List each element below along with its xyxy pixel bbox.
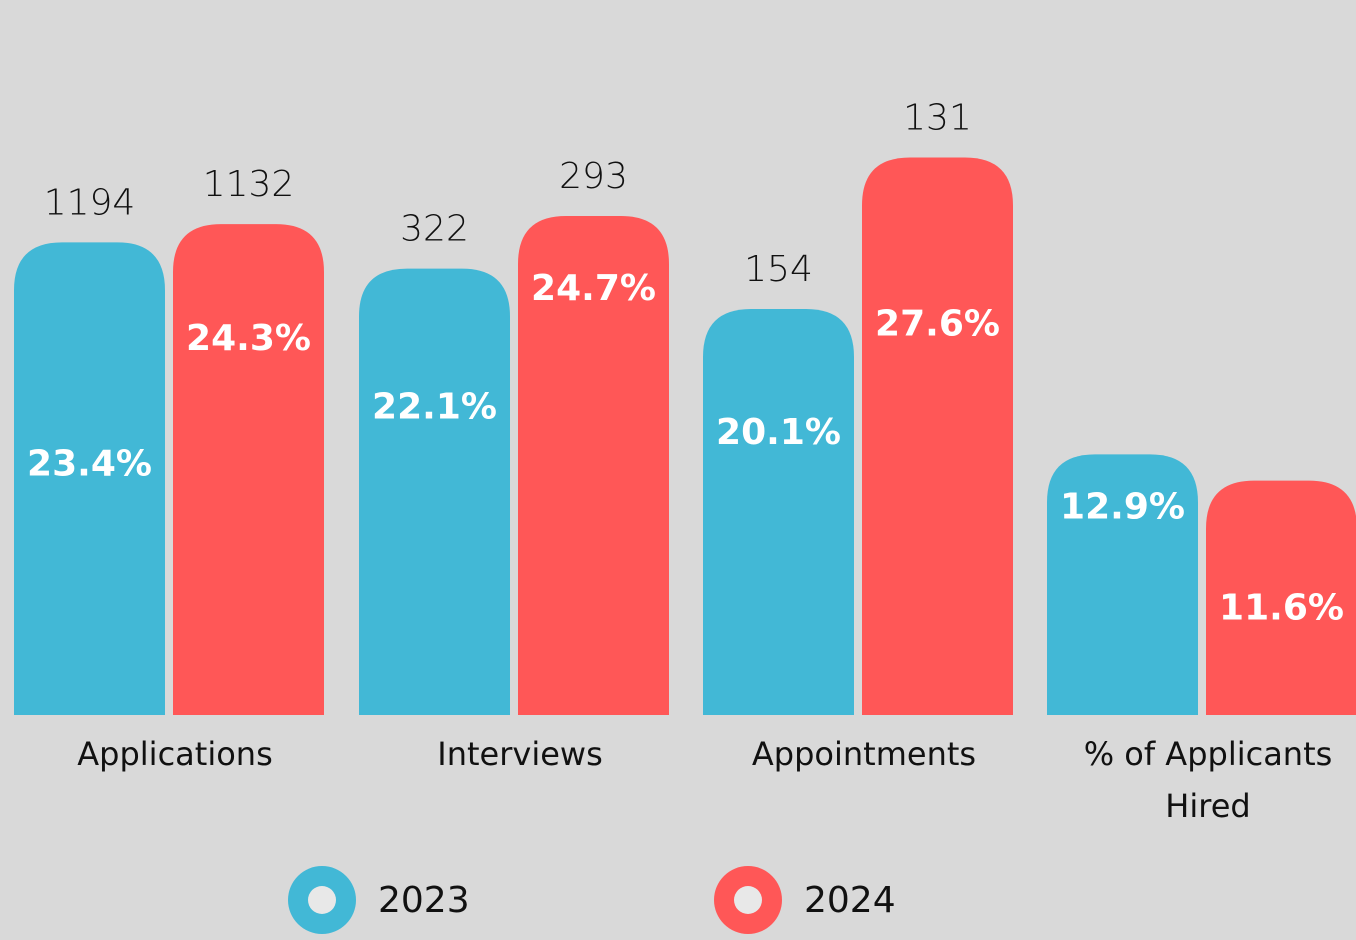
- legend-swatch-hole: [734, 886, 762, 914]
- value-label: 24.3%: [186, 318, 311, 359]
- count-label: 154: [744, 249, 813, 290]
- category-label: Applications: [77, 735, 273, 773]
- value-label: 27.6%: [875, 303, 1000, 344]
- legend-label: 2023: [378, 880, 470, 921]
- bar: [14, 242, 165, 715]
- count-label: 131: [903, 97, 972, 138]
- category-label: Interviews: [437, 735, 603, 773]
- legend-label: 2024: [804, 880, 896, 921]
- legend-swatch-hole: [308, 886, 336, 914]
- value-label: 12.9%: [1060, 486, 1185, 527]
- category-label: % of Applicants Hired: [1083, 735, 1333, 825]
- count-label: 1132: [203, 164, 295, 205]
- bar: [173, 224, 324, 715]
- value-label: 11.6%: [1219, 588, 1344, 629]
- bar: [1047, 454, 1198, 715]
- bar: [518, 216, 669, 715]
- bar: [703, 308, 854, 715]
- value-label: 24.7%: [531, 268, 656, 309]
- count-label: 322: [400, 209, 469, 250]
- count-label: 1194: [44, 182, 136, 223]
- count-label: 293: [559, 156, 628, 197]
- bar: [359, 268, 510, 715]
- bar: [1206, 480, 1356, 715]
- bar: [862, 157, 1013, 716]
- value-label: 23.4%: [27, 443, 152, 484]
- category-label: Appointments: [751, 735, 977, 773]
- value-label: 20.1%: [716, 412, 841, 453]
- value-label: 22.1%: [372, 387, 497, 428]
